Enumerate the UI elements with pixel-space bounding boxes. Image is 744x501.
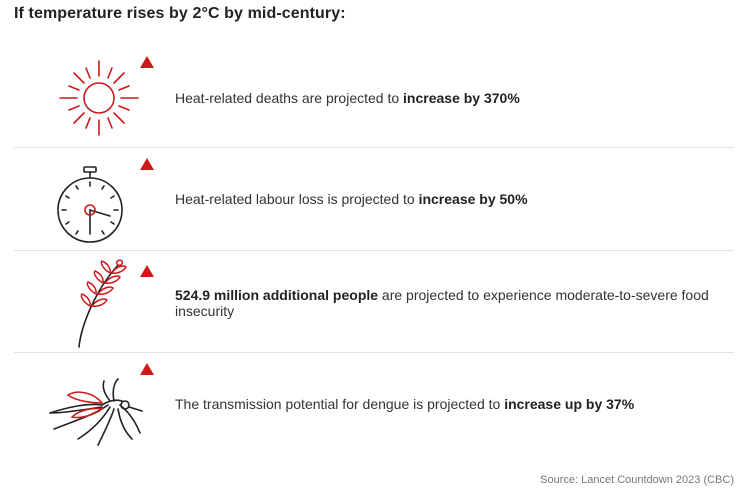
stat-text: Heat-related labour loss is projected to… [175, 191, 744, 207]
source-credit: Source: Lancet Countdown 2023 (CBC) [540, 474, 734, 486]
stat-text-emphasis: increase by 370% [403, 90, 520, 106]
increase-indicator-icon [140, 158, 154, 170]
sun-icon [54, 52, 164, 142]
stat-text-pre: The transmission potential for dengue is… [175, 396, 505, 412]
stat-text-pre: Heat-related labour loss is projected to [175, 191, 419, 207]
stat-text: 524.9 million additional people are proj… [175, 287, 744, 319]
stat-row-food: 524.9 million additional people are proj… [14, 251, 734, 353]
increase-indicator-icon [140, 56, 154, 68]
infographic-title: If temperature rises by 2°C by mid-centu… [14, 5, 346, 22]
stat-row-labour: Heat-related labour loss is projected to… [14, 148, 734, 251]
stat-text-post: are projected to experience moderate-to-… [175, 287, 709, 319]
wheat-icon [54, 257, 164, 351]
stat-text-emphasis: 524.9 million additional people [175, 287, 379, 303]
stopwatch-icon [54, 164, 164, 246]
stat-text-pre: Heat-related deaths are projected to [175, 90, 404, 106]
stat-text: The transmission potential for dengue is… [175, 396, 744, 412]
stat-text-emphasis: increase by 50% [418, 191, 528, 207]
stat-text-emphasis: increase up by 37% [504, 396, 635, 412]
increase-indicator-icon [140, 363, 154, 375]
increase-indicator-icon [140, 265, 154, 277]
stat-text: Heat-related deaths are projected to inc… [175, 90, 744, 106]
mosquito-icon [44, 377, 154, 453]
stat-row-dengue: The transmission potential for dengue is… [14, 353, 734, 453]
stat-row-deaths: Heat-related deaths are projected to inc… [14, 44, 734, 148]
